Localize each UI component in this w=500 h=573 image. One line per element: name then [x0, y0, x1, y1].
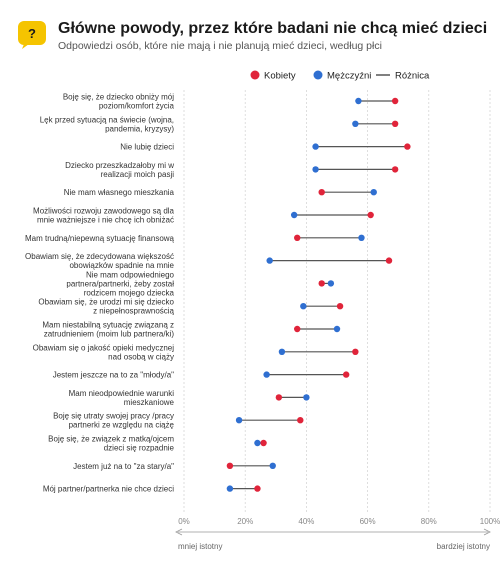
x-tick-label: 100% — [480, 517, 500, 526]
category-label: Nie lubię dzieci — [120, 143, 174, 152]
women-point — [391, 166, 399, 173]
chart-row: Nie lubię dzieci — [120, 143, 411, 152]
chart-row: Mam nieodpowiednie warunki mieszkaniowe — [69, 389, 310, 407]
category-label: Nie mam odpowiedniego partnera/partnerki,… — [66, 270, 174, 297]
question-bubble-icon: ? — [18, 21, 46, 49]
men-point — [352, 120, 359, 128]
x-tick-label: 60% — [360, 517, 376, 526]
women-point — [342, 371, 350, 378]
category-label: Dziecko przeszkadzałoby mi w realizacji m… — [65, 161, 174, 179]
legend-men-marker — [313, 70, 323, 80]
men-point — [355, 97, 362, 105]
legend-women-marker — [250, 70, 260, 80]
men-point — [226, 485, 234, 492]
chart-row: Mam trudną/niepewną sytuację finansową — [25, 234, 365, 243]
chart-row: Możliwości rozwoju zawodowego są dla mnie… — [33, 207, 374, 225]
chart-row: Boję się, że dziecko obniży mój poziom/ko… — [63, 93, 399, 111]
men-point — [333, 325, 341, 333]
importance-axis-arrow — [175, 528, 491, 536]
x-tick-label: 20% — [237, 517, 253, 526]
svg-text:?: ? — [28, 26, 36, 41]
women-point — [297, 417, 304, 424]
chart-row: Mój partner/partnerka nie chce dzieci — [43, 485, 261, 494]
category-label: Mam niestabilną sytuację związaną z zatru… — [42, 321, 174, 339]
women-point — [318, 189, 325, 196]
chart-legend: Kobiety Mężczyźni Różnica — [250, 70, 430, 82]
category-label: Możliwości rozwoju zawodowego są dla mnie… — [33, 207, 175, 225]
women-point — [367, 211, 374, 219]
women-point — [260, 439, 267, 447]
men-point — [358, 234, 365, 241]
x-tick-label: 40% — [298, 517, 314, 526]
chart-row: Obawiam się, że urodzi mi się dziecko z n… — [38, 298, 344, 316]
women-point — [352, 348, 359, 355]
category-label: Mój partner/partnerka nie chce dzieci — [43, 485, 174, 494]
category-label: Lęk przed sytuacją na świecie (wojna, pan… — [40, 115, 175, 133]
chart-row: Boję się, że związek z matką/ojcem dzieci… — [48, 435, 267, 453]
chart-row: Lęk przed sytuacją na świecie (wojna, pan… — [40, 115, 399, 133]
women-point — [385, 257, 393, 264]
men-point — [370, 189, 377, 196]
men-point — [254, 439, 261, 447]
men-point — [300, 303, 307, 310]
men-point — [266, 257, 273, 264]
women-point — [404, 143, 411, 150]
women-point — [318, 280, 325, 287]
women-point — [336, 303, 344, 310]
men-point — [290, 211, 298, 219]
men-point — [327, 280, 335, 287]
category-label: Jestem jeszcze na to za "młody/a" — [53, 371, 174, 380]
legend-diff-label: Różnica — [395, 71, 430, 82]
category-label: Obawiam się, że urodzi mi się dziecko z n… — [38, 298, 174, 316]
women-point — [254, 485, 261, 492]
men-point — [303, 394, 310, 401]
category-label: Boję się utraty swojej pracy /pracy partn… — [53, 412, 174, 430]
women-point — [226, 462, 234, 469]
page-subtitle: Odpowiedzi osób, które nie mają i nie pl… — [58, 40, 382, 52]
legend-men-label: Mężczyźni — [327, 71, 371, 82]
women-point — [294, 234, 301, 241]
chart-row: Obawiam się, że zdecydowana większość obo… — [25, 252, 393, 270]
category-label: Mam trudną/niepewną sytuację finansową — [25, 234, 175, 243]
men-point — [263, 371, 270, 378]
women-point — [391, 97, 399, 105]
chart-row: Nie mam własnego mieszkania — [64, 188, 377, 197]
chart-row: Dziecko przeszkadzałoby mi w realizacji m… — [65, 161, 399, 179]
men-point — [312, 143, 319, 150]
category-label: Boję się, że związek z matką/ojcem dzieci… — [48, 435, 174, 453]
women-point — [391, 120, 399, 128]
men-point — [269, 462, 276, 469]
category-label: Mam nieodpowiednie warunki mieszkaniowe — [69, 389, 175, 407]
category-label: Obawiam się, że zdecydowana większość obo… — [25, 252, 174, 270]
women-point — [275, 394, 283, 401]
men-point — [278, 348, 286, 355]
men-point — [235, 417, 243, 424]
category-label: Boję się, że dziecko obniży mój poziom/ko… — [63, 93, 175, 111]
category-label: Obawiam się o jakość opieki medycznej nad… — [33, 343, 175, 361]
chart-row: Obawiam się o jakość opieki medycznej nad… — [33, 343, 359, 361]
axis-note-left: mniej istotny — [178, 542, 223, 551]
chart-row: Boję się utraty swojej pracy /pracy partn… — [53, 412, 304, 430]
men-point — [312, 166, 319, 173]
page-title: Główne powody, przez które badani nie ch… — [58, 20, 488, 37]
category-label: Nie mam własnego mieszkania — [64, 188, 175, 197]
category-label: Jestem już na to "za stary/a" — [73, 462, 174, 471]
chart-row: Jestem jeszcze na to za "młody/a" — [53, 371, 350, 380]
chart-row: Mam niestabilną sytuację związaną z zatru… — [42, 321, 341, 339]
chart-row: Jestem już na to "za stary/a" — [73, 462, 276, 471]
legend-women-label: Kobiety — [264, 71, 296, 82]
x-tick-label: 0% — [178, 517, 190, 526]
chart-row: Nie mam odpowiedniego partnera/partnerki,… — [66, 270, 335, 297]
women-point — [294, 325, 301, 333]
axis-note-right: bardziej istotny — [436, 542, 490, 551]
x-tick-label: 80% — [421, 517, 437, 526]
